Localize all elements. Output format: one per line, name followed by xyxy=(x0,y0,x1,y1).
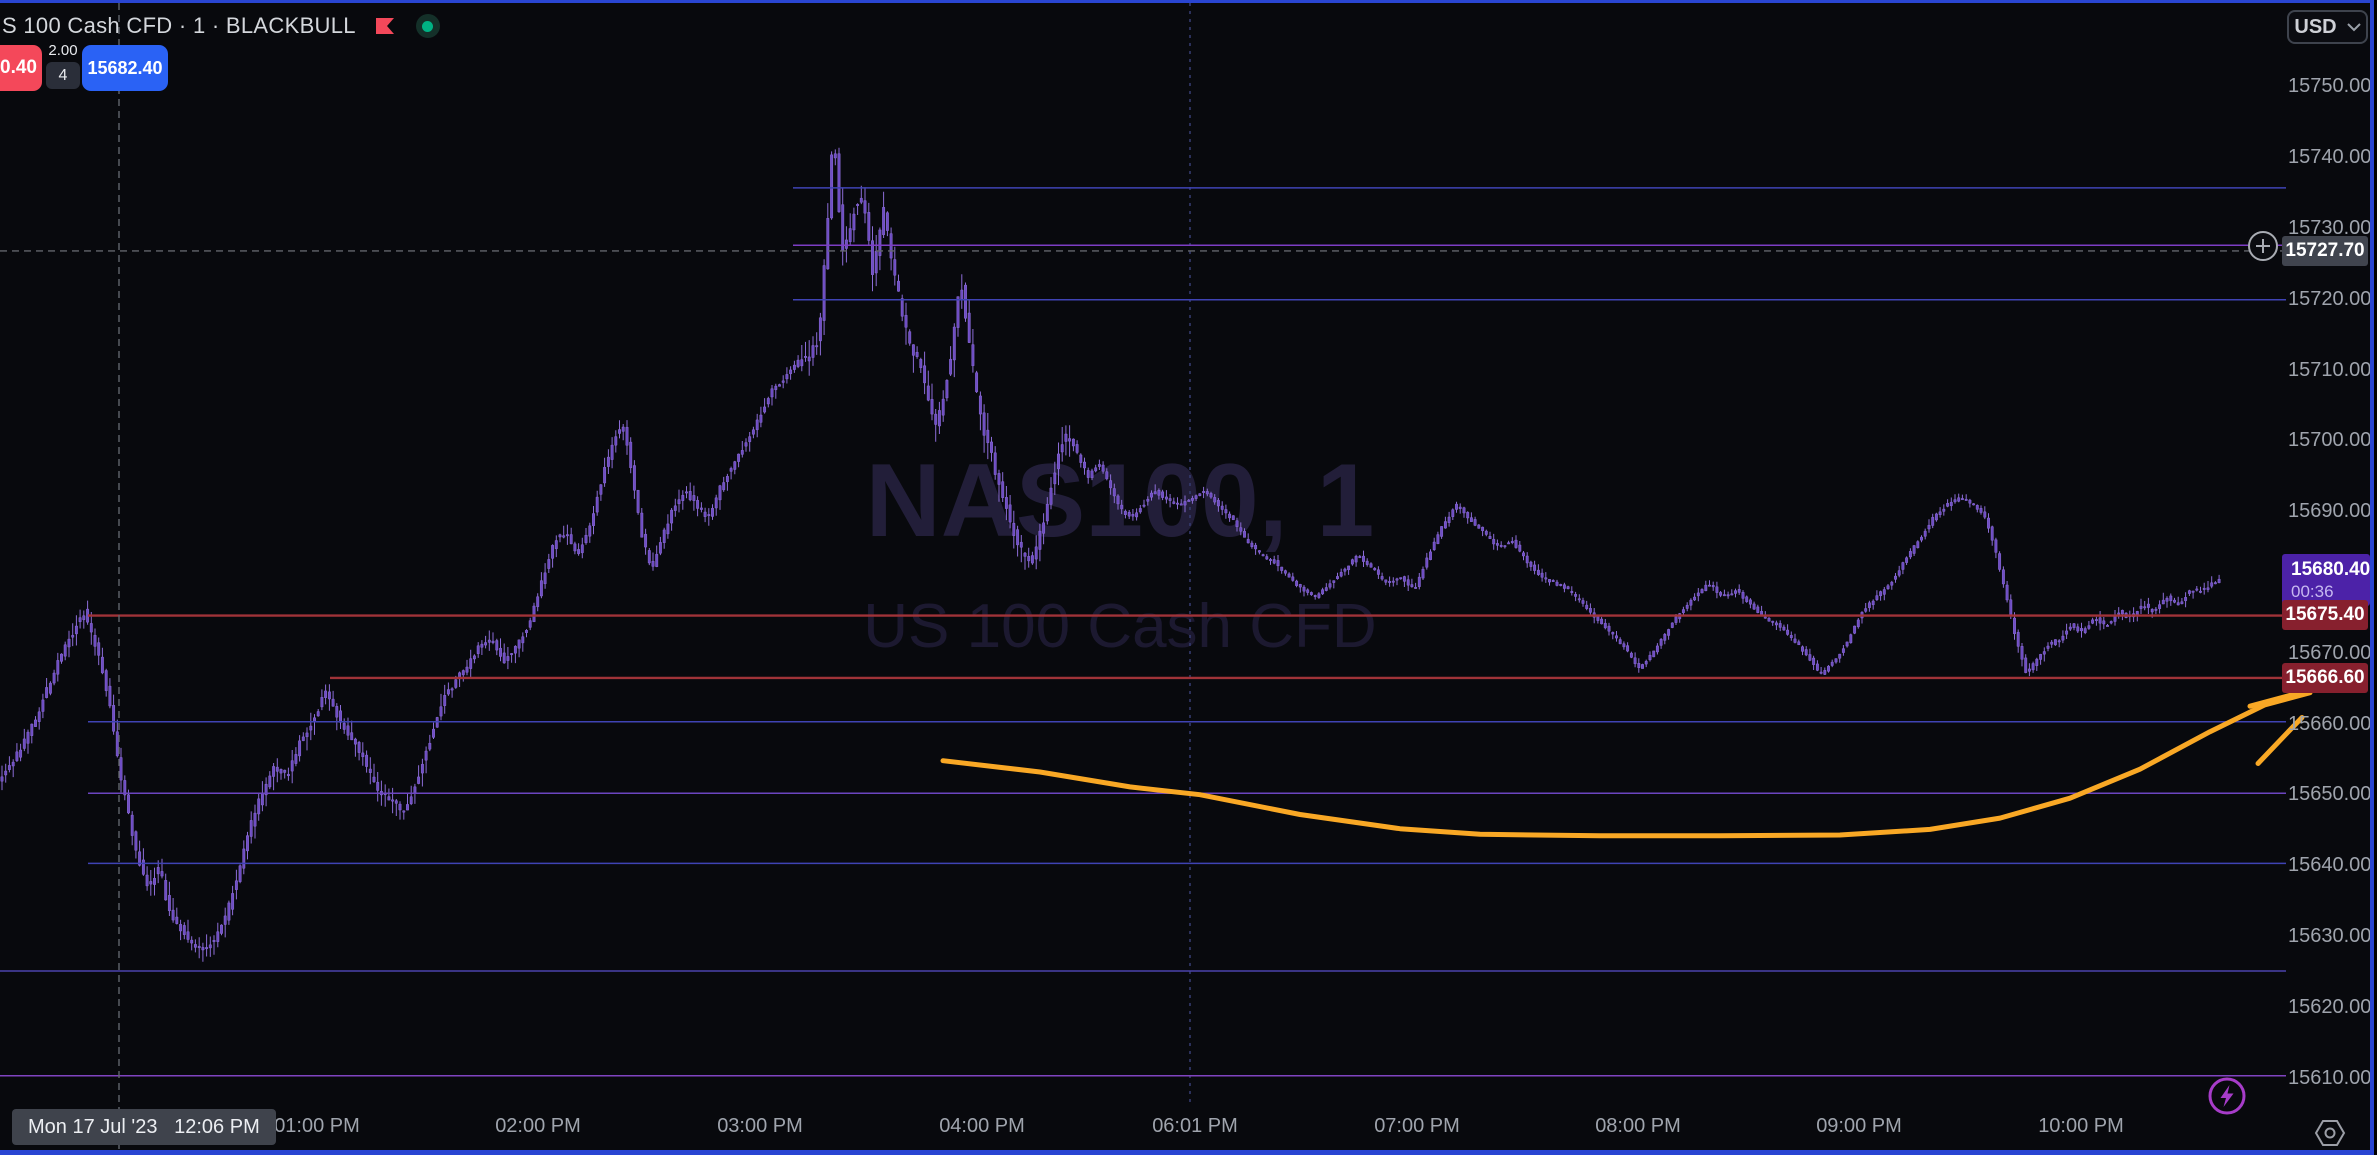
currency-label: USD xyxy=(2294,15,2337,38)
time-axis-tick: 07:00 PM xyxy=(1374,1115,1460,1137)
hexagon-settings-icon xyxy=(2314,1120,2346,1146)
time-axis-tick: 04:00 PM xyxy=(939,1115,1025,1137)
symbol-title[interactable]: S 100 Cash CFD · 1 · BLACKBULL xyxy=(2,13,356,38)
time-axis-tick: 09:00 PM xyxy=(1816,1115,1902,1137)
time-axis-tick: 03:00 PM xyxy=(717,1115,803,1137)
buy-button[interactable]: 15682.40 xyxy=(82,45,168,91)
add-alert-plus-button[interactable] xyxy=(2248,231,2278,261)
price-axis-tick: 15750.00 xyxy=(2288,75,2372,98)
drawn-arrow-annotation[interactable] xyxy=(940,690,2313,839)
price-axis-tick: 15740.00 xyxy=(2288,146,2372,169)
drawn-arrow-annotation[interactable] xyxy=(2247,688,2311,709)
spread-multiplier: 4 xyxy=(46,62,80,89)
price-axis-tick: 15610.00 xyxy=(2288,1066,2372,1089)
price-axis-tick: 15660.00 xyxy=(2288,712,2372,735)
currency-dropdown[interactable]: USD xyxy=(2287,10,2368,44)
level-price-label-2: 15666.60 xyxy=(2282,663,2368,693)
level-price-label-1: 15675.40 xyxy=(2282,600,2368,630)
price-axis-tick: 15620.00 xyxy=(2288,995,2372,1018)
time-axis-tick: 01:00 PM xyxy=(274,1115,360,1137)
sell-button[interactable]: 0.40 xyxy=(0,45,42,91)
price-axis-tick: 15700.00 xyxy=(2288,429,2372,452)
flag-icon[interactable] xyxy=(375,18,394,34)
price-axis-tick: 15670.00 xyxy=(2288,641,2372,664)
price-axis-tick: 15730.00 xyxy=(2288,217,2372,239)
lightning-icon xyxy=(2208,1077,2246,1115)
time-axis-tick: 10:00 PM xyxy=(2038,1115,2124,1137)
crosshair-price-label: 15727.70 xyxy=(2282,236,2368,266)
crosshair-time-label: Mon 17 Jul '23 12:06 PM xyxy=(12,1109,276,1145)
price-axis-tick: 15720.00 xyxy=(2288,287,2372,310)
price-axis-tick: 15640.00 xyxy=(2288,854,2372,877)
price-axis-tick: 15690.00 xyxy=(2288,500,2372,523)
spread-display: 2.00 4 xyxy=(46,43,80,89)
sell-price: 0.40 xyxy=(0,57,37,78)
chevron-down-icon xyxy=(2346,22,2361,31)
time-axis-tick: 02:00 PM xyxy=(495,1115,581,1137)
time-axis-tick: 06:01 PM xyxy=(1152,1115,1238,1137)
price-axis-tick: 15630.00 xyxy=(2288,925,2372,947)
quick-trade-lightning-button[interactable] xyxy=(2206,1075,2248,1117)
price-axis-settings-button[interactable] xyxy=(2314,1119,2346,1147)
last-price-label: 15680.40 00:36 xyxy=(2282,554,2370,606)
chart-plot-area[interactable] xyxy=(0,3,2370,1150)
price-axis-tick: 15710.00 xyxy=(2288,358,2372,381)
spread-value: 2.00 xyxy=(48,42,78,59)
market-status-icon xyxy=(415,14,440,38)
price-axis-tick: 15650.00 xyxy=(2288,783,2372,806)
time-axis-tick: 08:00 PM xyxy=(1595,1115,1681,1137)
buy-price: 15682.40 xyxy=(87,57,163,78)
drawn-arrow-annotation[interactable] xyxy=(2255,715,2305,766)
symbol-legend[interactable]: S 100 Cash CFD · 1 · BLACKBULL xyxy=(2,11,440,41)
bar-countdown: 00:36 xyxy=(2291,581,2334,601)
